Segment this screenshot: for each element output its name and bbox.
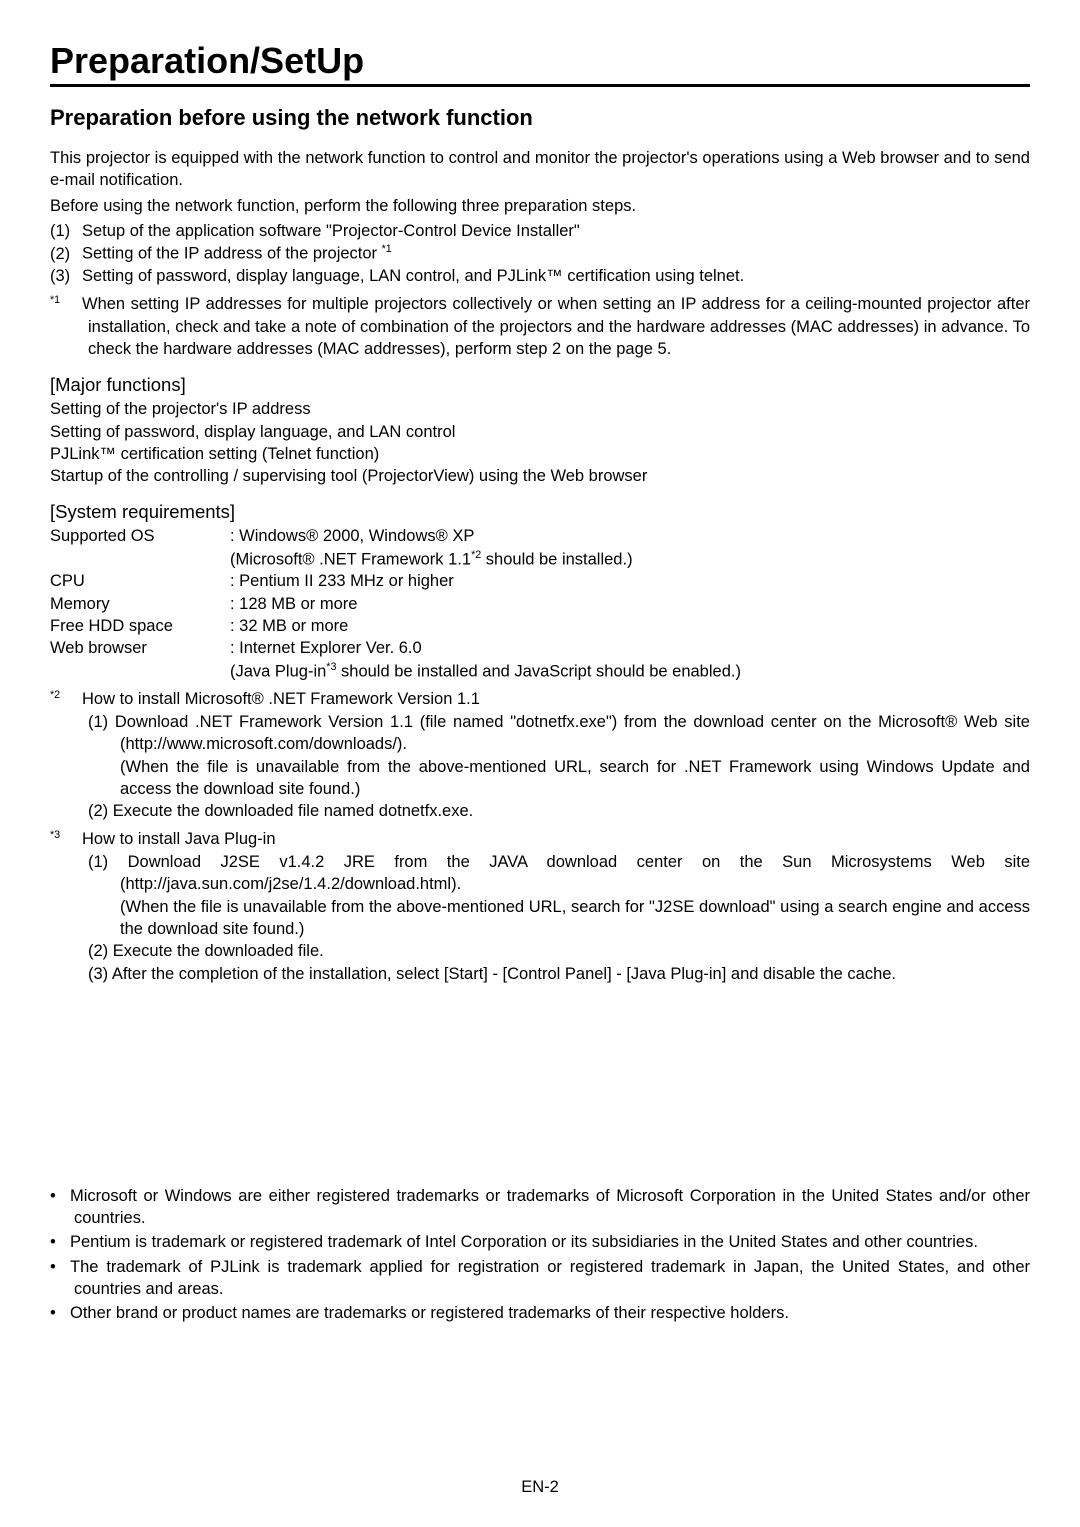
sys-value: : 128 MB or more (230, 593, 741, 615)
bullet-icon: • (50, 1256, 70, 1278)
step-number: (1) (50, 220, 82, 242)
table-row: CPU : Pentium II 233 MHz or higher (50, 570, 741, 592)
trademark-item: •The trademark of PJLink is trademark ap… (50, 1256, 1030, 1301)
table-row: Free HDD space : 32 MB or more (50, 615, 741, 637)
sys-value-line: : Windows® 2000, Windows® XP (230, 525, 741, 547)
bullet-icon: • (50, 1231, 70, 1253)
footnote-marker: *3 (50, 829, 60, 841)
sys-value-line: (Java Plug-in*3 should be installed and … (230, 660, 741, 683)
sys-label: Web browser (50, 637, 230, 682)
major-item: Setting of the projector's IP address (50, 398, 1030, 420)
sys-label: CPU (50, 570, 230, 592)
footnote-heading: How to install Java Plug-in (82, 830, 276, 848)
sys-value-line: : Internet Explorer Ver. 6.0 (230, 637, 741, 659)
major-item: PJLink™ certification setting (Telnet fu… (50, 443, 1030, 465)
footnote-3-step: (3) After the completion of the installa… (50, 963, 1030, 985)
bullet-icon: • (50, 1302, 70, 1324)
section-subtitle: Preparation before using the network fun… (50, 105, 1030, 131)
trademark-text: Other brand or product names are tradema… (70, 1304, 789, 1322)
footnote-1: *1 When setting IP addresses for multiple… (50, 293, 1030, 360)
footnote-3-head: *3 How to install Java Plug-in (50, 828, 1030, 851)
sys-value-line: (Microsoft® .NET Framework 1.1*2 should … (230, 548, 741, 571)
footnote-2-step: (2) Execute the downloaded file named do… (50, 800, 1030, 822)
footnote-text: When setting IP addresses for multiple p… (82, 295, 1030, 358)
footnote-heading: How to install Microsoft® .NET Framework… (82, 690, 480, 708)
step-text: Setting of the IP address of the project… (82, 245, 382, 263)
major-functions-head: [Major functions] (50, 374, 1030, 396)
footnote-marker: *1 (50, 294, 60, 306)
sys-value: : Pentium II 233 MHz or higher (230, 570, 741, 592)
trademark-item: •Other brand or product names are tradem… (50, 1302, 1030, 1324)
trademark-text: The trademark of PJLink is trademark app… (70, 1258, 1030, 1298)
system-requirements-head: [System requirements] (50, 501, 1030, 523)
footnote-2-step: (1) Download .NET Framework Version 1.1 … (50, 711, 1030, 756)
table-row: Memory : 128 MB or more (50, 593, 741, 615)
footnote-ref: *2 (471, 549, 481, 561)
page-number: EN-2 (0, 1478, 1080, 1497)
trademark-item: •Microsoft or Windows are either registe… (50, 1185, 1030, 1230)
step-number: (3) (50, 265, 82, 287)
footnote-3-note: (When the file is unavailable from the a… (50, 896, 1030, 941)
sys-label: Memory (50, 593, 230, 615)
table-row: Supported OS : Windows® 2000, Windows® X… (50, 525, 741, 570)
footnote-ref: *3 (326, 661, 336, 673)
step-number: (2) (50, 243, 82, 265)
footnote-marker: *2 (50, 689, 60, 701)
footnote-3-step: (2) Execute the downloaded file. (50, 940, 1030, 962)
trademark-text: Pentium is trademark or registered trade… (70, 1233, 978, 1251)
sys-value: : Internet Explorer Ver. 6.0 (Java Plug-… (230, 637, 741, 682)
sys-label: Supported OS (50, 525, 230, 570)
step-2: (2)Setting of the IP address of the proj… (50, 242, 1030, 265)
trademark-text: Microsoft or Windows are either register… (70, 1187, 1030, 1227)
intro-paragraph-1: This projector is equipped with the netw… (50, 147, 1030, 192)
footnote-2-note: (When the file is unavailable from the a… (50, 756, 1030, 801)
bullet-icon: • (50, 1185, 70, 1207)
footnote-ref: *1 (382, 243, 392, 255)
system-requirements-table: Supported OS : Windows® 2000, Windows® X… (50, 525, 741, 682)
sys-value: : 32 MB or more (230, 615, 741, 637)
step-text: Setting of password, display language, L… (82, 267, 744, 285)
footnote-3-step: (1) Download J2SE v1.4.2 JRE from the JA… (50, 851, 1030, 896)
sys-value: : Windows® 2000, Windows® XP (Microsoft®… (230, 525, 741, 570)
sys-label: Free HDD space (50, 615, 230, 637)
footnote-2-head: *2 How to install Microsoft® .NET Framewo… (50, 688, 1030, 711)
trademark-item: •Pentium is trademark or registered trad… (50, 1231, 1030, 1253)
step-1: (1)Setup of the application software "Pr… (50, 220, 1030, 242)
table-row: Web browser : Internet Explorer Ver. 6.0… (50, 637, 741, 682)
step-text: Setup of the application software "Proje… (82, 222, 580, 240)
major-item: Setting of password, display language, a… (50, 421, 1030, 443)
page-title: Preparation/SetUp (50, 40, 1030, 87)
major-item: Startup of the controlling / supervising… (50, 465, 1030, 487)
intro-paragraph-2: Before using the network function, perfo… (50, 195, 1030, 217)
step-3: (3)Setting of password, display language… (50, 265, 1030, 287)
